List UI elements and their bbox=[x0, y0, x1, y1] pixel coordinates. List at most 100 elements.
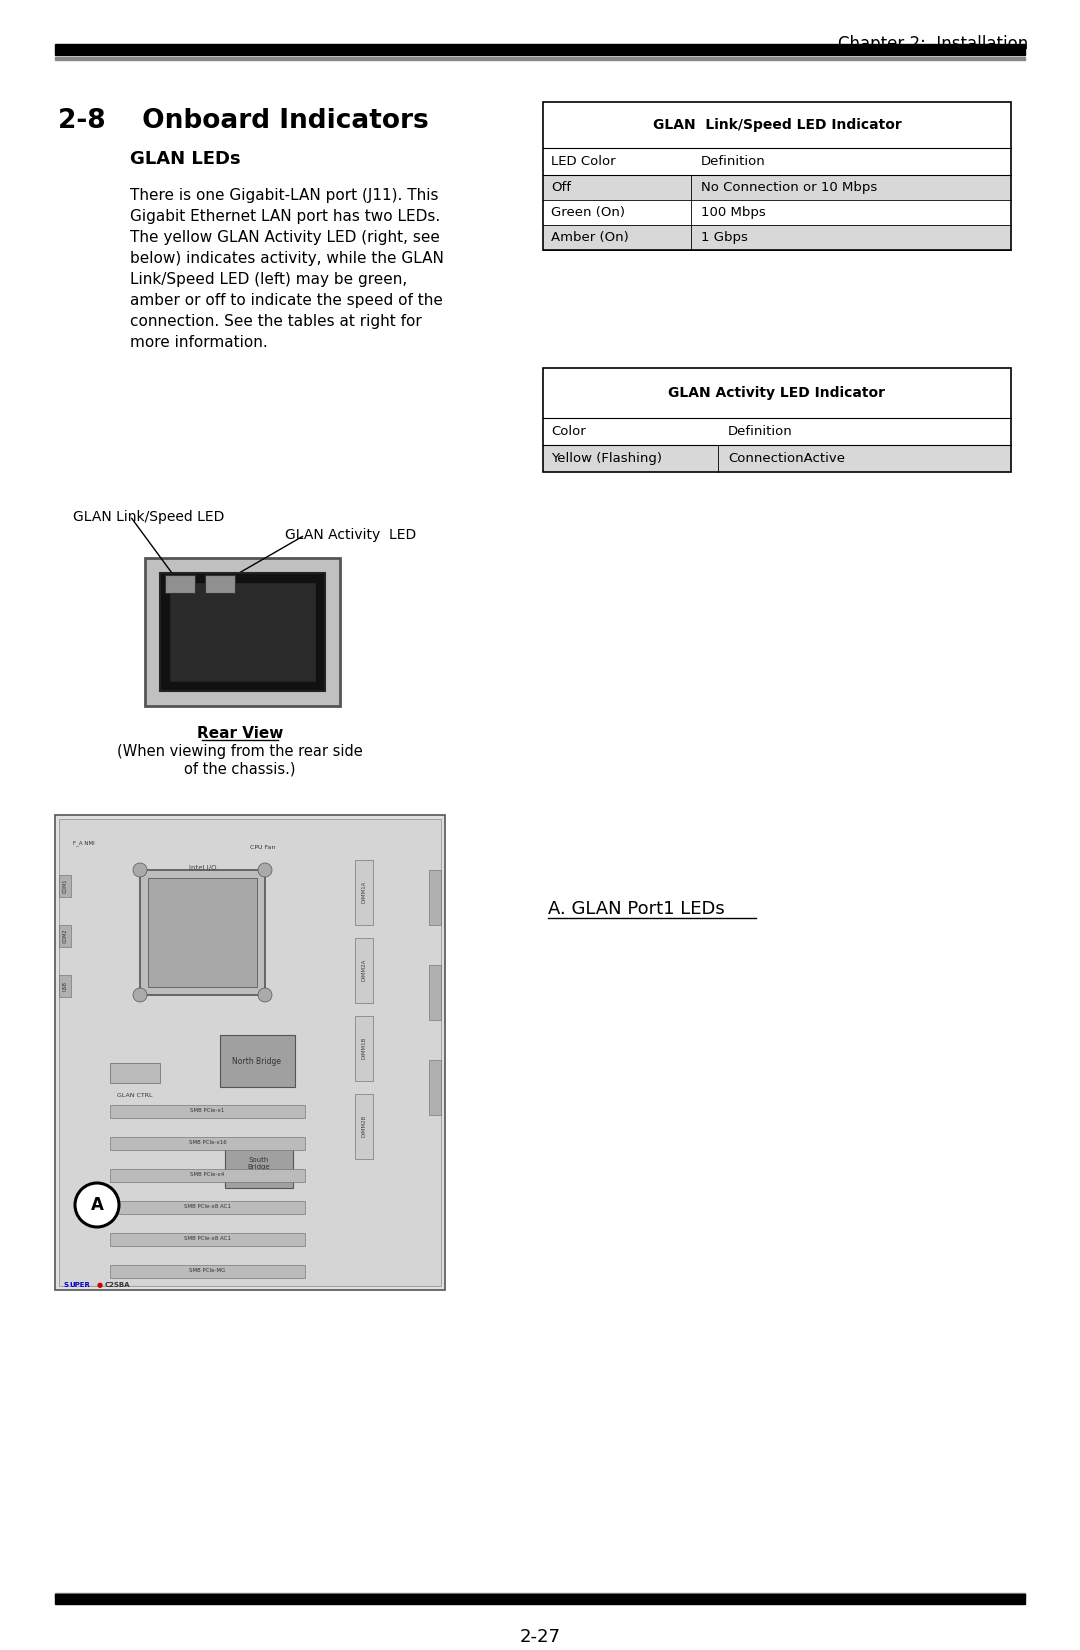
Text: F_A NMI: F_A NMI bbox=[73, 840, 95, 846]
Bar bbox=[543, 102, 1011, 148]
Text: Link/Speed LED (left) may be green,: Link/Speed LED (left) may be green, bbox=[130, 272, 407, 287]
Bar bbox=[543, 200, 1011, 224]
Text: Definition: Definition bbox=[728, 426, 793, 437]
Text: COM1: COM1 bbox=[63, 879, 67, 893]
Bar bbox=[225, 1140, 293, 1188]
Bar bbox=[110, 1233, 305, 1246]
Text: Yellow (Flashing): Yellow (Flashing) bbox=[551, 452, 662, 465]
Text: There is one Gigabit-LAN port (J11). This: There is one Gigabit-LAN port (J11). Thi… bbox=[130, 188, 438, 203]
Text: Green (On): Green (On) bbox=[551, 206, 625, 219]
Text: Off: Off bbox=[551, 182, 571, 195]
Bar bbox=[543, 102, 1011, 251]
Bar bbox=[145, 558, 340, 706]
Text: Color: Color bbox=[551, 426, 585, 437]
Bar bbox=[59, 926, 71, 947]
Text: C2SBA: C2SBA bbox=[105, 1282, 131, 1289]
Text: GLAN Activity  LED: GLAN Activity LED bbox=[285, 528, 416, 541]
Text: GLAN Activity LED Indicator: GLAN Activity LED Indicator bbox=[669, 386, 886, 399]
Bar bbox=[110, 1063, 160, 1082]
Bar bbox=[543, 368, 1011, 472]
Text: DIMM2A: DIMM2A bbox=[362, 959, 366, 982]
Text: 2-8    Onboard Indicators: 2-8 Onboard Indicators bbox=[58, 107, 429, 134]
Bar bbox=[59, 818, 441, 1285]
Circle shape bbox=[75, 1183, 119, 1228]
Bar bbox=[355, 1016, 373, 1081]
Bar bbox=[168, 582, 316, 681]
Text: below) indicates activity, while the GLAN: below) indicates activity, while the GLA… bbox=[130, 251, 444, 266]
Text: DIMM1A: DIMM1A bbox=[362, 881, 366, 903]
Bar bbox=[110, 1137, 305, 1150]
Text: GLAN CTRL: GLAN CTRL bbox=[118, 1092, 152, 1097]
Text: Definition: Definition bbox=[701, 155, 766, 168]
Text: Processor: Processor bbox=[180, 927, 225, 937]
Text: amber or off to indicate the speed of the: amber or off to indicate the speed of th… bbox=[130, 294, 443, 309]
Text: South
Bridge: South Bridge bbox=[247, 1158, 270, 1170]
Text: connection. See the tables at right for: connection. See the tables at right for bbox=[130, 314, 422, 328]
Bar bbox=[543, 224, 1011, 251]
Text: USB: USB bbox=[63, 982, 67, 992]
Bar bbox=[110, 1201, 305, 1214]
Text: No Connection or 10 Mbps: No Connection or 10 Mbps bbox=[701, 182, 877, 195]
Text: North Bridge: North Bridge bbox=[232, 1056, 282, 1066]
Text: ConnectionActive: ConnectionActive bbox=[728, 452, 845, 465]
Bar bbox=[110, 1266, 305, 1279]
Text: SMB PCIe-MG: SMB PCIe-MG bbox=[189, 1269, 226, 1274]
Bar bbox=[429, 965, 441, 1020]
Bar bbox=[110, 1168, 305, 1181]
Bar bbox=[148, 878, 257, 987]
Text: LED Color: LED Color bbox=[551, 155, 616, 168]
Bar bbox=[55, 58, 1025, 59]
Text: more information.: more information. bbox=[130, 335, 268, 350]
Circle shape bbox=[258, 988, 272, 1002]
Bar bbox=[543, 368, 1011, 417]
Text: (When viewing from the rear side
of the chassis.): (When viewing from the rear side of the … bbox=[117, 744, 363, 777]
Text: 1 Gbps: 1 Gbps bbox=[701, 231, 747, 244]
Bar bbox=[205, 574, 235, 592]
Bar bbox=[55, 1592, 1025, 1597]
Bar bbox=[140, 870, 265, 995]
Circle shape bbox=[133, 863, 147, 878]
Text: 2-27: 2-27 bbox=[519, 1629, 561, 1647]
Text: S: S bbox=[63, 1282, 68, 1289]
Bar bbox=[55, 45, 1025, 54]
Text: Rear View: Rear View bbox=[197, 726, 283, 741]
Text: DIMM1B: DIMM1B bbox=[362, 1036, 366, 1059]
Text: SMB PCIe-x4: SMB PCIe-x4 bbox=[190, 1173, 225, 1178]
Text: GLAN  Link/Speed LED Indicator: GLAN Link/Speed LED Indicator bbox=[652, 119, 902, 132]
Bar bbox=[355, 860, 373, 926]
Bar bbox=[55, 1594, 1025, 1604]
Bar bbox=[160, 573, 325, 691]
Text: SMB PCIe-x8 AC1: SMB PCIe-x8 AC1 bbox=[184, 1236, 231, 1241]
Bar bbox=[59, 975, 71, 997]
Bar bbox=[55, 815, 445, 1290]
Text: SMB PCIe-x8 AC1: SMB PCIe-x8 AC1 bbox=[184, 1204, 231, 1209]
Text: A. GLAN Port1 LEDs: A. GLAN Port1 LEDs bbox=[548, 899, 725, 917]
Bar bbox=[355, 937, 373, 1003]
Text: SMB PCIe-x1: SMB PCIe-x1 bbox=[190, 1109, 225, 1114]
Text: Intel I/O: Intel I/O bbox=[189, 865, 216, 871]
Text: COM2: COM2 bbox=[63, 929, 67, 944]
Text: Amber (On): Amber (On) bbox=[551, 231, 629, 244]
Circle shape bbox=[258, 863, 272, 878]
Circle shape bbox=[133, 988, 147, 1002]
Bar bbox=[429, 1059, 441, 1115]
Bar bbox=[543, 446, 1011, 472]
Text: CPU Fan: CPU Fan bbox=[249, 845, 275, 850]
Bar bbox=[429, 870, 441, 926]
Bar bbox=[355, 1094, 373, 1158]
Text: DIMM2B: DIMM2B bbox=[362, 1115, 366, 1137]
Text: UPER: UPER bbox=[69, 1282, 90, 1289]
Text: SMB PCIe-x16: SMB PCIe-x16 bbox=[189, 1140, 227, 1145]
Bar bbox=[543, 417, 1011, 446]
Bar bbox=[220, 1035, 295, 1087]
Text: GLAN Link/Speed LED: GLAN Link/Speed LED bbox=[73, 510, 225, 525]
Text: Chapter 2:  Installation: Chapter 2: Installation bbox=[838, 35, 1028, 53]
Text: ●: ● bbox=[97, 1282, 103, 1289]
Bar bbox=[543, 148, 1011, 175]
Bar bbox=[59, 874, 71, 898]
Text: 100 Mbps: 100 Mbps bbox=[701, 206, 766, 219]
Text: GLAN LEDs: GLAN LEDs bbox=[130, 150, 241, 168]
Bar bbox=[543, 175, 1011, 200]
Text: The yellow GLAN Activity LED (right, see: The yellow GLAN Activity LED (right, see bbox=[130, 229, 440, 244]
Bar bbox=[110, 1106, 305, 1119]
